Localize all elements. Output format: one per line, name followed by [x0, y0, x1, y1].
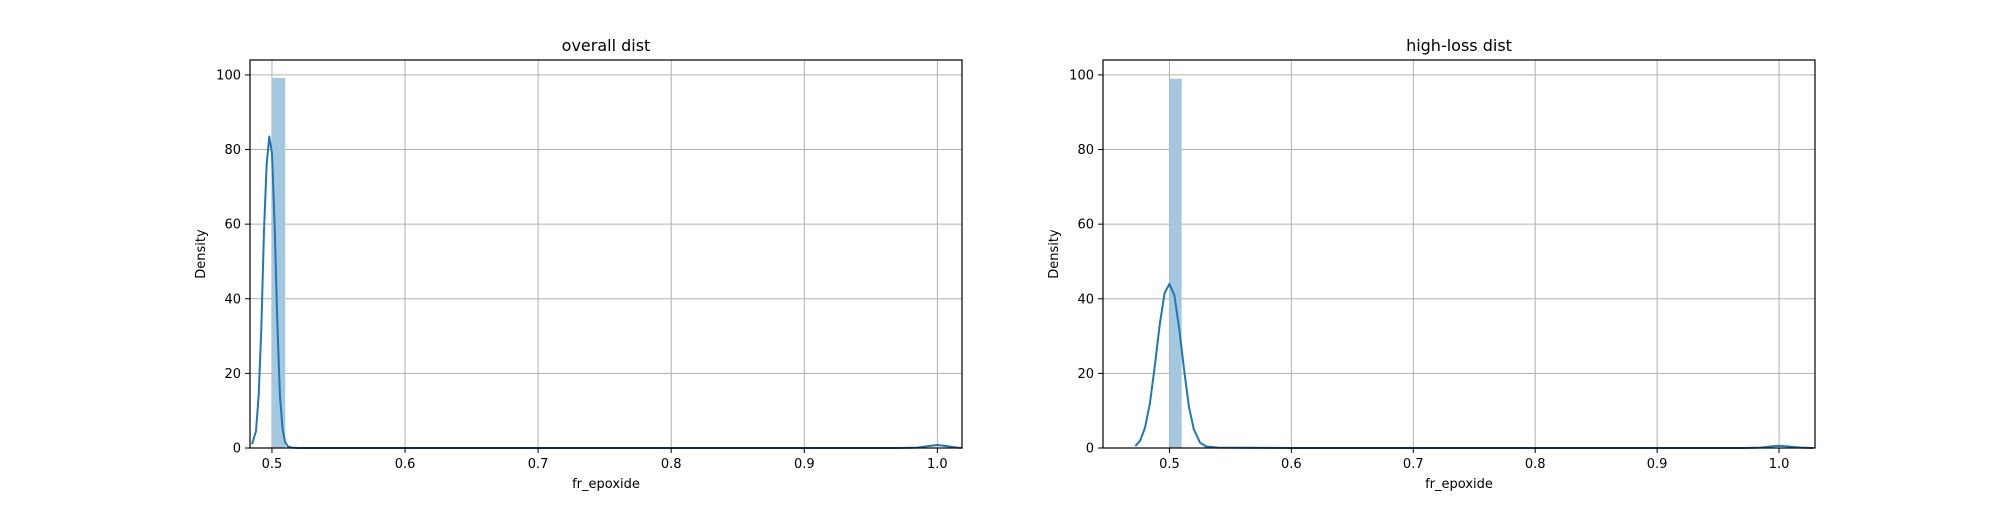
histogram-bar: [1169, 78, 1182, 449]
chart-title: high-loss dist: [1406, 36, 1512, 55]
y-tick-label: 100: [1069, 68, 1094, 83]
subplot-2: 0.5 0.6 0.7 0.8 0.9 1.0 0 20 40 60 80 100 high-loss …: [1047, 36, 1816, 492]
x-tick-label: 0.8: [661, 457, 682, 472]
y-tick-label: 40: [1077, 292, 1094, 307]
y-tick-label: 20: [224, 367, 241, 382]
histogram-bar: [271, 77, 286, 449]
chart-title: overall dist: [562, 36, 651, 55]
y-axis-label: Density: [1047, 229, 1062, 279]
y-tick-label: 20: [1077, 367, 1094, 382]
x-axis-label: fr_epoxide: [1425, 477, 1493, 492]
y-tick-label: 40: [224, 292, 241, 307]
kde-line: [1134, 282, 1814, 449]
subplot-1: 0.5 0.6 0.7 0.8 0.9 1.0 0 20 40 60 80 100 overall di…: [194, 36, 963, 492]
x-axis-label: fr_epoxide: [572, 477, 640, 492]
x-tick-label: 0.7: [1403, 457, 1424, 472]
x-tick-label: 0.8: [1525, 457, 1546, 472]
x-tick-label: 0.7: [528, 457, 549, 472]
x-tick-label: 0.9: [1647, 457, 1668, 472]
x-tick-label: 0.6: [395, 457, 416, 472]
x-tick-label: 1.0: [1769, 457, 1790, 472]
y-axis-label: Density: [194, 229, 209, 279]
x-tick-label: 0.5: [1159, 457, 1180, 472]
axes-frame: [249, 59, 963, 449]
y-tick-label: 0: [233, 442, 241, 457]
kde-line: [251, 135, 962, 449]
y-tick-label: 60: [224, 218, 241, 233]
y-tick-label: 100: [216, 68, 241, 83]
y-tick-label: 60: [1077, 218, 1094, 233]
y-tick-label: 80: [1077, 143, 1094, 158]
y-tick-label: 80: [224, 143, 241, 158]
x-tick-label: 0.9: [794, 457, 815, 472]
axes-frame: [1102, 59, 1816, 449]
x-tick-label: 0.5: [262, 457, 283, 472]
y-tick-label: 0: [1086, 442, 1094, 457]
x-tick-label: 1.0: [927, 457, 948, 472]
x-tick-label: 0.6: [1281, 457, 1302, 472]
